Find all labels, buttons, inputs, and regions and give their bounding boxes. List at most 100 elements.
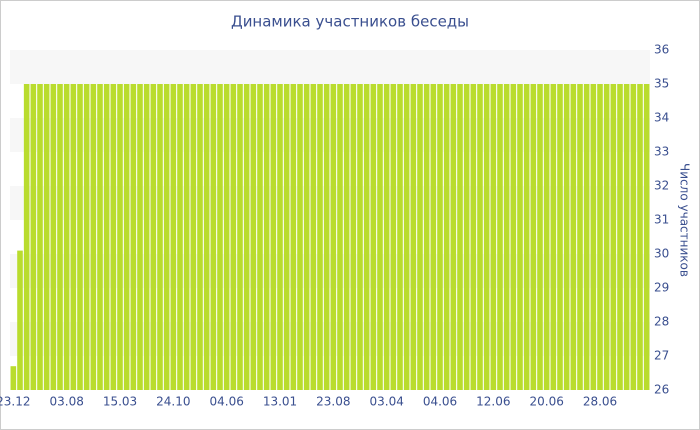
- bar: [610, 84, 617, 390]
- bar: [563, 84, 570, 390]
- bar: [277, 84, 283, 390]
- bar: [403, 84, 410, 390]
- bar: [350, 84, 357, 390]
- bar: [537, 84, 543, 390]
- bar: [117, 84, 123, 390]
- y-tick-label: 26: [654, 383, 669, 397]
- bar: [597, 84, 603, 390]
- bar: [190, 84, 197, 390]
- bar: [203, 84, 210, 390]
- x-tick-label: 13.01: [263, 395, 297, 409]
- bar: [590, 84, 597, 390]
- x-tick-label: 15.03: [103, 395, 137, 409]
- bar: [230, 84, 237, 390]
- bar: [337, 84, 343, 390]
- x-tick-label: 03.08: [49, 395, 83, 409]
- x-tick-label: 04.06: [209, 395, 243, 409]
- bar: [637, 84, 643, 390]
- y-tick-label: 33: [654, 145, 669, 159]
- bar: [503, 84, 510, 390]
- y-tick-label: 35: [654, 77, 669, 91]
- bar: [390, 84, 397, 390]
- bar: [343, 84, 350, 390]
- bar: [303, 84, 310, 390]
- x-tick-label: 04.06: [423, 395, 457, 409]
- y-tick-label: 32: [654, 179, 669, 193]
- grid-band: [10, 254, 650, 288]
- y-tick-label: 29: [654, 281, 669, 295]
- bar: [397, 84, 403, 390]
- bar: [430, 84, 437, 390]
- x-tick-label: 20.06: [529, 395, 563, 409]
- bar: [90, 84, 97, 390]
- bar: [163, 84, 170, 390]
- bar: [130, 84, 137, 390]
- bar: [17, 250, 23, 390]
- bar: [57, 84, 63, 390]
- bar: [330, 84, 337, 390]
- bar: [383, 84, 390, 390]
- bar: [50, 84, 57, 390]
- bar: [603, 84, 610, 390]
- bar: [497, 84, 503, 390]
- bar: [177, 84, 183, 390]
- y-tick-label: 30: [654, 247, 669, 261]
- bar: [257, 84, 263, 390]
- bar: [223, 84, 230, 390]
- bar: [477, 84, 483, 390]
- x-tick-label: 24.10: [156, 395, 190, 409]
- bar: [470, 84, 477, 390]
- bar: [570, 84, 577, 390]
- bar: [283, 84, 290, 390]
- bar: [290, 84, 297, 390]
- bar: [183, 84, 190, 390]
- x-tick-label: 03.04: [369, 395, 403, 409]
- bar: [370, 84, 377, 390]
- bar: [310, 84, 317, 390]
- bar: [210, 84, 217, 390]
- y-tick-label: 28: [654, 315, 669, 329]
- bar: [617, 84, 623, 390]
- y-tick-label: 34: [654, 111, 669, 125]
- bar: [103, 84, 110, 390]
- bar: [110, 84, 117, 390]
- grid-band: [10, 118, 650, 152]
- x-tick-label: 28.06: [583, 395, 617, 409]
- bar: [483, 84, 490, 390]
- bar: [237, 84, 243, 390]
- bar: [43, 84, 50, 390]
- bar: [550, 84, 557, 390]
- bar: [123, 84, 130, 390]
- bar: [270, 84, 277, 390]
- bar: [457, 84, 463, 390]
- bar: [30, 84, 37, 390]
- bar: [450, 84, 457, 390]
- grid-band: [10, 186, 650, 220]
- bar: [643, 84, 650, 390]
- chart-title: Динамика участников беседы: [231, 13, 469, 31]
- bar: [243, 84, 250, 390]
- bar: [423, 84, 430, 390]
- bar: [437, 84, 443, 390]
- bar: [23, 84, 30, 390]
- x-tick-label: 23.08: [316, 395, 350, 409]
- y-tick-label: 27: [654, 349, 669, 363]
- bar: [517, 84, 523, 390]
- bar: [157, 84, 163, 390]
- bar: [510, 84, 517, 390]
- bar: [143, 84, 150, 390]
- bar: [543, 84, 550, 390]
- bar: [417, 84, 423, 390]
- bar: [317, 84, 323, 390]
- bar: [577, 84, 583, 390]
- bar: [377, 84, 383, 390]
- bar: [150, 84, 157, 390]
- bar: [37, 84, 43, 390]
- bar: [197, 84, 203, 390]
- bar: [137, 84, 143, 390]
- bar: [10, 366, 17, 390]
- bar: [170, 84, 177, 390]
- bar: [443, 84, 450, 390]
- bar: [323, 84, 330, 390]
